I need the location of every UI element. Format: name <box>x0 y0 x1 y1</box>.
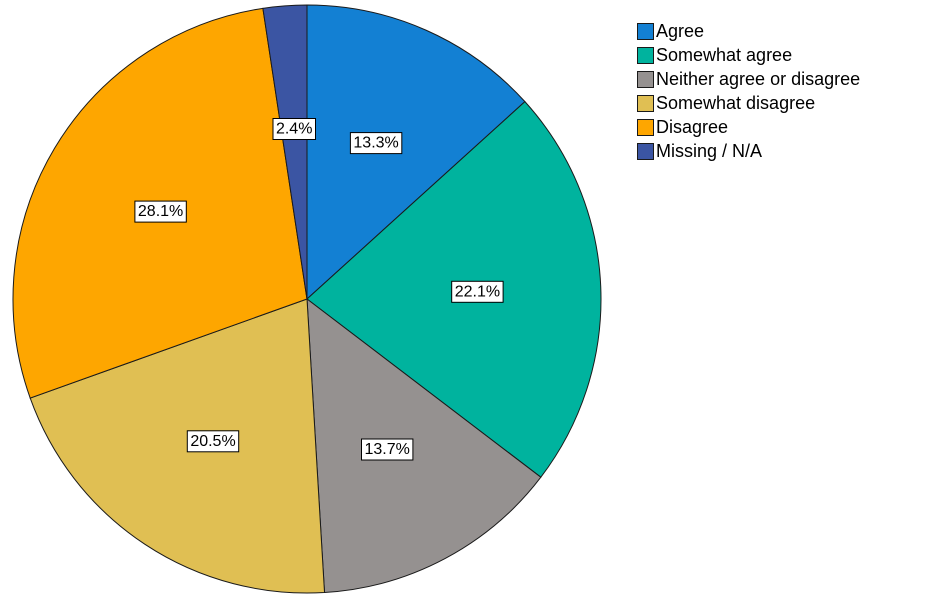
slice-value-label: 28.1% <box>138 203 183 220</box>
pie-slice-label-neither-agree-or-disagree: 13.7% <box>361 438 414 461</box>
label-box <box>134 200 187 223</box>
legend-label: Agree <box>656 20 705 41</box>
pie-slice-labels: 13.3% 22.1% 13.7% 20.5% 28.1% 2.4% <box>134 118 504 461</box>
pie-slice-label-agree: 13.3% <box>349 132 403 155</box>
label-box <box>361 438 414 461</box>
label-box <box>451 280 504 303</box>
legend-item-missing-n-a: Missing / N/A <box>637 139 860 163</box>
slice-value-label: 13.3% <box>353 135 398 152</box>
legend-item-somewhat-disagree: Somewhat disagree <box>637 91 860 115</box>
pie-slice-missing-n-a <box>262 4 308 300</box>
label-box <box>272 118 316 140</box>
legend-label: Somewhat agree <box>656 44 793 65</box>
slice-value-label: 13.7% <box>365 441 410 458</box>
legend-swatch <box>637 46 654 64</box>
legend-item-disagree: Disagree <box>637 115 860 139</box>
legend-label: Missing / N/A <box>656 140 763 161</box>
label-box <box>186 430 240 453</box>
slice-value-label: 20.5% <box>190 433 235 450</box>
pie-slice-label-missing-n-a: 2.4% <box>272 118 316 140</box>
pie-slice-label-somewhat-disagree: 20.5% <box>186 430 240 453</box>
pie-slice-neither-agree-or-disagree <box>306 297 542 594</box>
legend-item-neither-agree-or-disagree: Neither agree or disagree <box>637 67 860 91</box>
slice-value-label: 2.4% <box>276 121 312 138</box>
pie-slices <box>12 4 602 594</box>
legend-swatch <box>637 22 654 40</box>
pie-slice-somewhat-disagree <box>29 298 326 594</box>
legend-label: Somewhat disagree <box>656 92 816 113</box>
legend-swatch <box>637 94 654 112</box>
legend-label: Neither agree or disagree <box>656 68 861 89</box>
legend-label: Disagree <box>656 116 729 137</box>
legend-swatch <box>637 70 654 88</box>
legend-item-agree: Agree <box>637 19 860 43</box>
pie-slice-agree <box>306 4 526 301</box>
pie-slice-label-somewhat-agree: 22.1% <box>451 280 504 303</box>
label-box <box>349 132 403 155</box>
pie-slice-label-disagree: 28.1% <box>134 200 187 223</box>
legend-swatch <box>637 142 654 160</box>
legend-swatch <box>637 118 654 136</box>
legend: Agree Somewhat agree Neither agree or disa… <box>637 19 860 163</box>
legend-item-somewhat-agree: Somewhat agree <box>637 43 860 67</box>
slice-value-label: 22.1% <box>455 283 500 300</box>
